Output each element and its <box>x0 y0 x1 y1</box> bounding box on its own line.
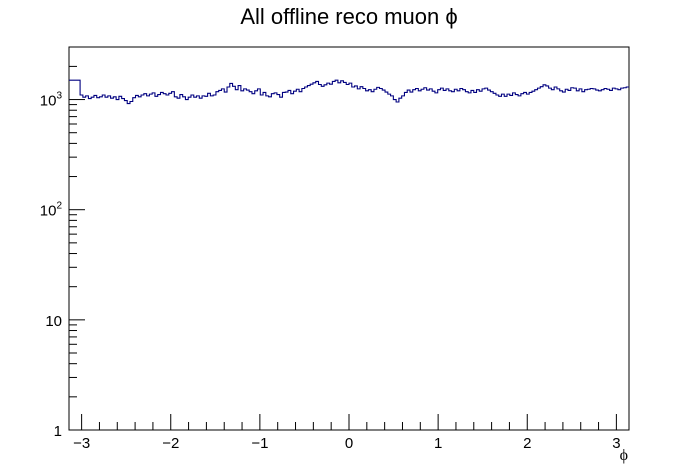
x-tick-label: 2 <box>523 435 531 452</box>
y-tick-label: 103 <box>40 91 63 110</box>
x-tick-label: −3 <box>73 435 90 452</box>
x-tick-label: 1 <box>434 435 442 452</box>
histogram-series-line <box>69 79 629 105</box>
y-tick-label: 1 <box>54 423 62 440</box>
y-axis-ticks <box>69 46 85 431</box>
plot-frame <box>68 46 630 431</box>
y-tick-label: 10 <box>45 313 62 330</box>
y-axis-tick-labels: 1 10 102 103 <box>40 91 63 440</box>
y-tick-label: 102 <box>40 201 63 220</box>
x-tick-label: −2 <box>162 435 179 452</box>
x-tick-label: 0 <box>345 435 353 452</box>
x-axis-tick-labels: −3 −2 −1 0 1 2 3 <box>73 435 620 452</box>
x-axis-ticks <box>81 414 617 430</box>
x-tick-label: −1 <box>251 435 268 452</box>
x-tick-label: 3 <box>612 435 620 452</box>
x-axis-label: ϕ <box>620 447 628 464</box>
chart-title: All offline reco muon ϕ <box>240 4 457 29</box>
